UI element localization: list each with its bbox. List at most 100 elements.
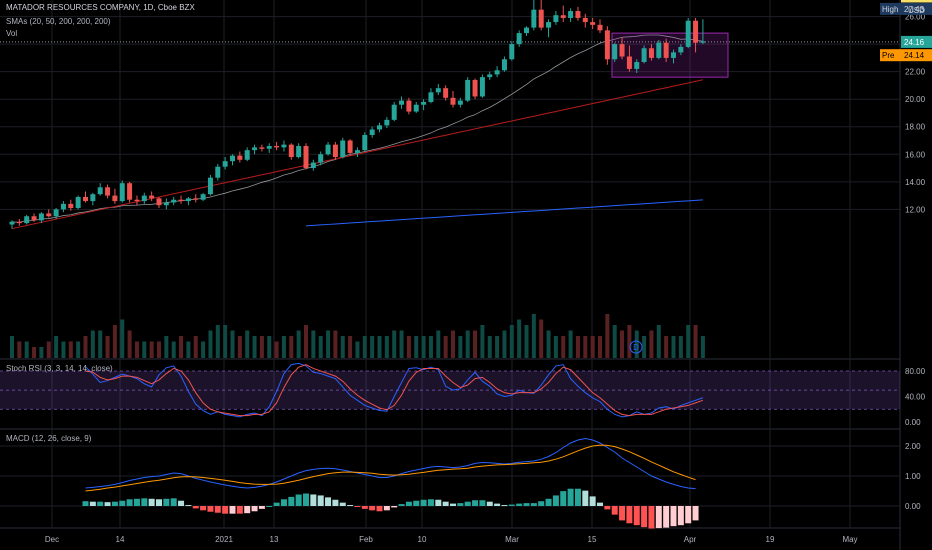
candle (296, 146, 302, 158)
volume-bar (436, 330, 441, 358)
macd-histogram-bar (266, 506, 273, 507)
macd-histogram-bar (148, 498, 155, 506)
candle (215, 166, 221, 178)
candle (457, 100, 463, 105)
pre-market-badge: 24.14 (904, 51, 925, 60)
volume-bar (553, 336, 558, 358)
macd-histogram-bar (472, 500, 479, 506)
volume-legend[interactable]: Vol (6, 29, 18, 38)
candle (332, 144, 338, 158)
macd-histogram-bar (442, 501, 449, 506)
volume-bar (134, 341, 139, 358)
candle (134, 199, 140, 202)
candle (252, 147, 258, 151)
volume-bar (46, 341, 51, 358)
volume-bar (105, 336, 110, 358)
stoch-rsi-legend[interactable]: Stoch RSI (3, 3, 14, 14, close) (6, 364, 113, 373)
macd-histogram-bar (258, 506, 265, 509)
macd-histogram-bar (192, 506, 199, 509)
volume-bar (546, 330, 551, 358)
macd-histogram-bar (457, 503, 464, 506)
sma-legend[interactable]: SMAs (20, 50, 200, 200, 200) (6, 17, 111, 26)
volume-bar (399, 330, 404, 358)
macd-legend[interactable]: MACD (12, 26, close, 9) (6, 434, 92, 443)
volume-bar (465, 330, 470, 358)
macd-histogram-bar (641, 506, 648, 528)
macd-histogram-bar (677, 506, 684, 526)
candle (656, 42, 662, 58)
candle (347, 140, 353, 153)
candle (340, 140, 346, 158)
macd-histogram-bar (236, 506, 243, 514)
volume-bar (428, 336, 433, 358)
volume-bar (370, 336, 375, 358)
macd-histogram-bar (244, 506, 251, 514)
volume-bar (414, 336, 419, 358)
candle (222, 161, 228, 167)
volume-bar (693, 325, 698, 358)
time-axis-label: 2021 (215, 535, 233, 544)
volume-bar (348, 336, 353, 358)
dividend-marker (629, 340, 643, 354)
volume-bar (495, 336, 500, 358)
candle (75, 196, 81, 208)
candle (112, 195, 118, 202)
pre-market-badge-box (901, 49, 932, 62)
macd-histogram-bar (545, 498, 552, 506)
macd-histogram-bar (97, 501, 104, 506)
macd-histogram-bar (369, 506, 376, 511)
volume-bar (634, 330, 639, 358)
volume-bar (179, 336, 184, 358)
volume-bar (83, 336, 88, 358)
time-axis-label: Dec (45, 535, 59, 544)
volume-bar (642, 336, 647, 358)
candle (678, 46, 684, 53)
macd-histogram-bar (170, 498, 177, 506)
candle (472, 79, 478, 97)
macd-histogram-bar (435, 499, 442, 506)
macd-tick-label: 1.00 (905, 472, 921, 481)
candle (663, 42, 669, 58)
candle (171, 199, 177, 203)
candle (612, 44, 618, 60)
volume-bar (304, 325, 308, 358)
symbol-title: MATADOR RESOURCES COMPANY, 1D, Cboe BZX (6, 3, 195, 12)
currency-label[interactable]: USD (908, 6, 925, 15)
candle (575, 11, 581, 18)
volume-bar (355, 341, 360, 358)
volume-bar (392, 330, 397, 358)
stoch-tick-label: 80.00 (905, 367, 926, 376)
volume-bar (237, 336, 242, 358)
macd-histogram-bar (303, 493, 309, 506)
high-label-box (880, 2, 901, 15)
macd-histogram-bar (156, 499, 162, 506)
candle (303, 146, 309, 169)
volume-bar (656, 325, 661, 358)
macd-histogram-bar (222, 506, 229, 514)
candle (288, 144, 294, 158)
candle (207, 177, 213, 195)
volume-bar (252, 336, 257, 358)
candle (105, 187, 111, 196)
macd-histogram-bar (626, 506, 633, 524)
candle (141, 195, 147, 202)
candle (501, 59, 507, 71)
candle (634, 62, 640, 69)
candle (406, 100, 412, 112)
macd-histogram-bar (486, 501, 493, 506)
candle (185, 198, 191, 202)
macd-histogram-bar (317, 495, 324, 506)
macd-histogram-bar (567, 488, 574, 506)
candle (516, 33, 522, 45)
candle (24, 216, 30, 224)
macd-histogram-bar (111, 501, 118, 506)
macd-histogram-bar (692, 506, 699, 521)
time-axis-label: Apr (684, 535, 697, 544)
macd-histogram-bar (332, 499, 339, 506)
candle (310, 162, 316, 169)
candle (178, 199, 184, 202)
volume-bar (620, 330, 625, 358)
volume-bar (120, 319, 125, 358)
time-axis-label: May (842, 535, 857, 544)
